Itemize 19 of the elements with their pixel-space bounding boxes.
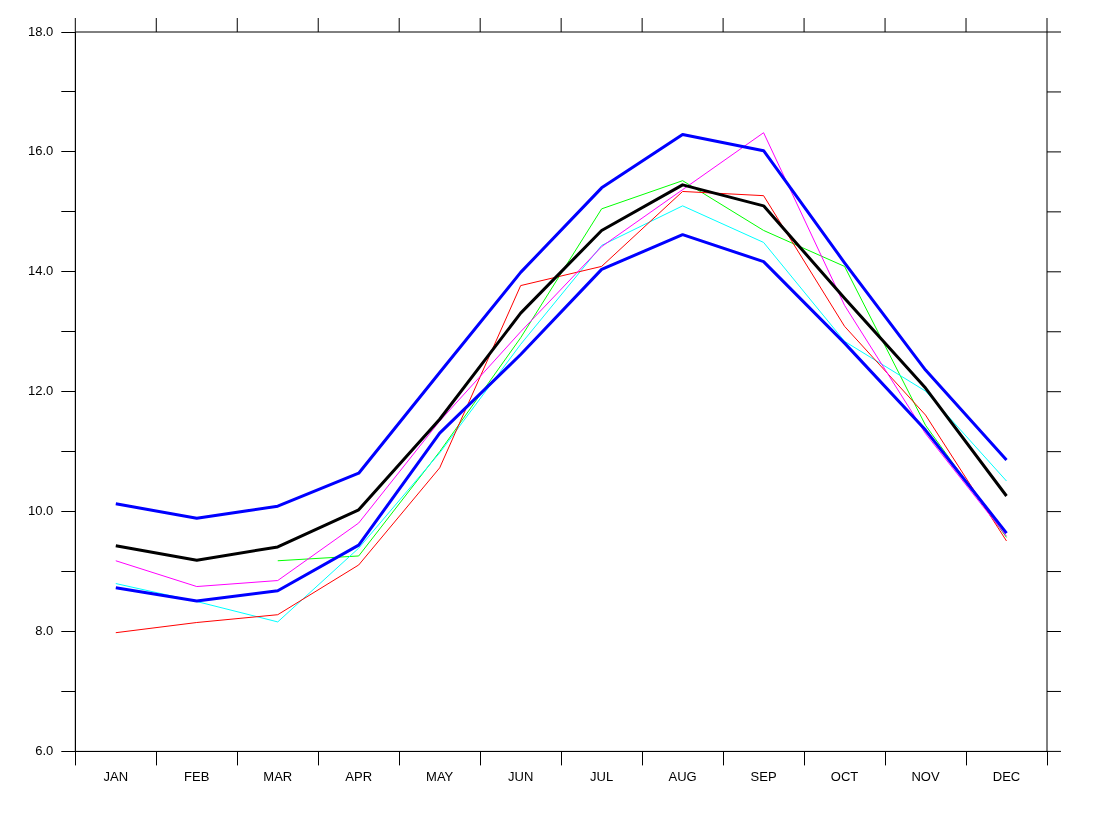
- x-tick-label: OCT: [830, 768, 859, 784]
- x-tick-label: DEC: [992, 768, 1021, 784]
- y-tick-label: 6.0: [35, 742, 54, 758]
- x-tick-label: NOV: [911, 768, 940, 784]
- y-tick-label: 12.0: [27, 383, 54, 399]
- y-tick-label: 16.0: [27, 143, 54, 159]
- y-tick-label: 8.0: [35, 623, 54, 639]
- x-tick-label: APR: [345, 768, 373, 784]
- x-tick-label: SEP: [750, 768, 777, 784]
- y-tick-label: 18.0: [27, 23, 54, 39]
- x-tick-label: MAR: [263, 768, 293, 784]
- x-tick-label: AUG: [668, 768, 697, 784]
- x-tick-label: MAY: [426, 768, 454, 784]
- x-tick-label: JUN: [508, 768, 534, 784]
- y-tick-label: 14.0: [27, 263, 54, 279]
- y-tick-label: 10.0: [27, 503, 54, 519]
- x-tick-label: FEB: [184, 768, 210, 784]
- x-tick-label: JAN: [103, 768, 129, 784]
- x-tick-label: JUL: [590, 768, 614, 784]
